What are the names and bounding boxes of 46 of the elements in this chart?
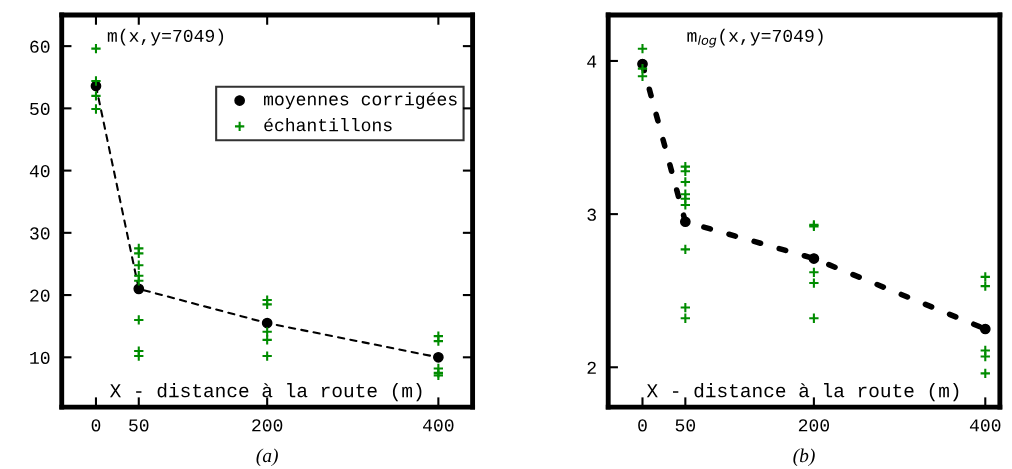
point [808, 253, 820, 264]
y-tick-label: 2 [587, 361, 596, 374]
point [90, 90, 102, 102]
point [133, 283, 145, 295]
point [979, 271, 991, 283]
point [133, 314, 145, 326]
x-axis-title: X - distance à la route (m) [646, 383, 959, 402]
y-tick-label: 4 [587, 55, 597, 68]
x-tick-label: 200 [798, 419, 830, 432]
point [133, 275, 145, 287]
text: m(x,y=7049) [107, 28, 224, 46]
point [979, 280, 991, 292]
point [636, 70, 649, 82]
point [133, 259, 145, 271]
x-axis-title: X - distance à la route (m) [109, 383, 422, 402]
text: (b) [793, 448, 815, 467]
point [90, 75, 102, 87]
point [808, 277, 820, 289]
text: (a) [256, 448, 278, 467]
point [261, 350, 273, 362]
y-tick-label: 10 [30, 351, 50, 365]
point [90, 103, 102, 115]
point [636, 43, 649, 55]
x-tick-label: 0 [91, 419, 101, 432]
x-tick-label: 0 [638, 419, 647, 432]
legend-label: échantillons [264, 118, 392, 132]
x-tick-label: 400 [423, 419, 454, 432]
y-tick-label: 30 [30, 227, 50, 240]
x-tick-label: 50 [675, 419, 696, 432]
y-tick-label: 3 [587, 208, 596, 221]
point [261, 317, 273, 329]
point [808, 312, 820, 324]
point [261, 326, 273, 338]
x-tick-label: 200 [252, 419, 283, 432]
point [433, 351, 444, 363]
y-tick-label: 60 [30, 40, 50, 53]
y-tick-label: 40 [29, 165, 50, 178]
x-tick-label: 400 [969, 419, 1001, 432]
text: m$_{log}$(x,y=7049) [687, 28, 823, 48]
x-tick-label: 50 [129, 419, 149, 432]
y-tick-label: 50 [30, 102, 50, 116]
y-tick-label: 20 [30, 289, 50, 302]
legend-label: moyennes corrigées [263, 92, 457, 110]
point [261, 334, 273, 346]
point [979, 323, 991, 335]
point [679, 216, 691, 228]
